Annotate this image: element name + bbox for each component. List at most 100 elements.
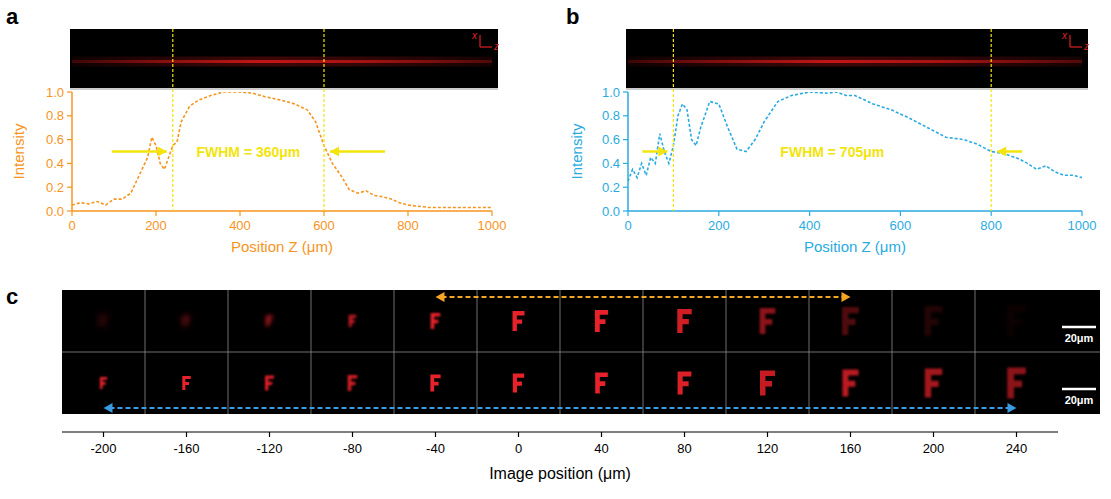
image-cell	[265, 376, 274, 391]
axis-glyph	[479, 35, 480, 47]
y-tick	[623, 163, 628, 164]
image-cell	[595, 310, 608, 332]
image-cell	[348, 375, 358, 391]
fwhm-arrowhead	[330, 147, 339, 157]
plot-area	[628, 92, 1082, 181]
x-tick-label: 160	[840, 441, 862, 456]
glyph-label: x	[471, 30, 478, 41]
fwhm-line	[323, 29, 324, 211]
letter-image	[513, 311, 525, 331]
y-tick	[67, 91, 72, 92]
y-tick	[67, 210, 72, 211]
y-tick	[67, 115, 72, 116]
x-tick-label: -200	[90, 441, 116, 456]
x-tick-label: 1000	[1068, 218, 1097, 233]
beam-core	[628, 60, 1082, 63]
fwhm-line	[172, 29, 173, 211]
glyph-label: x	[1061, 30, 1068, 41]
image-cell	[1007, 305, 1026, 337]
x-tick	[684, 432, 685, 437]
y-axis-line	[71, 92, 73, 211]
panel-letter: b	[566, 4, 579, 29]
range-arrow	[442, 296, 845, 298]
y-tick	[67, 163, 72, 164]
letter-image	[184, 316, 190, 326]
image-cell	[678, 372, 692, 395]
image-cell	[184, 316, 190, 326]
letter-image	[101, 316, 107, 326]
x-tick-label: -120	[256, 441, 282, 456]
image-cell	[101, 316, 107, 326]
panel-letter: a	[6, 4, 19, 29]
y-tick	[623, 187, 628, 188]
image-cell	[925, 306, 943, 336]
x-tick	[239, 211, 240, 216]
scale-bar-label: 20μm	[1065, 394, 1094, 406]
y-tick-label: 0.0	[46, 204, 64, 219]
image-cell	[925, 369, 942, 398]
y-tick	[623, 139, 628, 140]
scale-bar	[1062, 326, 1096, 329]
x-tick-label: -40	[426, 441, 445, 456]
x-tick	[718, 211, 719, 216]
letter-image	[760, 371, 775, 396]
x-tick	[435, 432, 436, 437]
letter-image	[100, 377, 107, 389]
y-tick-label: 0.6	[602, 132, 620, 147]
image-cell	[100, 377, 107, 389]
y-tick-label: 0.2	[46, 180, 64, 195]
x-tick	[991, 211, 992, 216]
range-arrowhead	[104, 403, 113, 413]
x-axis-title: Position Z (μm)	[231, 238, 333, 255]
image-cell	[182, 376, 190, 390]
fwhm-arrowhead	[997, 147, 1006, 157]
y-tick	[623, 91, 628, 92]
image-cell	[677, 309, 691, 333]
y-axis-line	[627, 92, 629, 211]
x-tick	[1016, 432, 1017, 437]
x-tick-label: 1000	[478, 218, 507, 233]
letter-image	[349, 315, 356, 327]
letter-image	[595, 310, 608, 332]
separator	[70, 88, 498, 90]
x-tick	[850, 432, 851, 437]
y-axis-title: Intensity	[10, 123, 27, 179]
scale-bar-label: 20μm	[1065, 332, 1094, 344]
image-cell	[760, 308, 776, 334]
axis-glyph	[1070, 46, 1082, 47]
letter-image	[677, 309, 691, 333]
x-tick-label: -160	[173, 441, 199, 456]
letter-image	[925, 306, 943, 336]
x-tick-label: 200	[923, 441, 945, 456]
x-tick-label: 200	[145, 218, 167, 233]
y-tick-label: 0.4	[46, 156, 64, 171]
x-tick-label: 0	[624, 218, 631, 233]
image-cell	[1007, 368, 1026, 399]
x-tick-label: 600	[313, 218, 335, 233]
separator	[626, 88, 1088, 90]
fwhm-label: FWHM = 360μm	[196, 144, 300, 160]
image-cell	[760, 371, 775, 396]
x-tick	[767, 432, 768, 437]
beam-core	[72, 60, 492, 63]
x-tick	[323, 211, 324, 216]
x-axis-title: Image position (μm)	[489, 465, 631, 482]
letter-image	[513, 374, 524, 393]
x-tick	[269, 432, 270, 437]
letter-image	[265, 376, 274, 391]
x-tick-label: 240	[1006, 441, 1028, 456]
x-axis-title: Position Z (μm)	[804, 238, 906, 255]
fwhm-arrowhead	[658, 147, 667, 157]
beam-image: xz	[626, 29, 1089, 88]
x-tick-label: 800	[397, 218, 419, 233]
x-tick	[352, 432, 353, 437]
scale-bar	[1062, 388, 1096, 391]
x-axis-line	[72, 210, 492, 212]
x-tick-label: 400	[799, 218, 821, 233]
figure: axz0.00.20.40.60.81.002004006008001000Po…	[0, 0, 1111, 499]
image-cell	[266, 316, 273, 327]
letter-image	[182, 376, 190, 390]
x-tick	[71, 211, 72, 216]
x-tick	[155, 211, 156, 216]
letter-image	[678, 372, 692, 395]
